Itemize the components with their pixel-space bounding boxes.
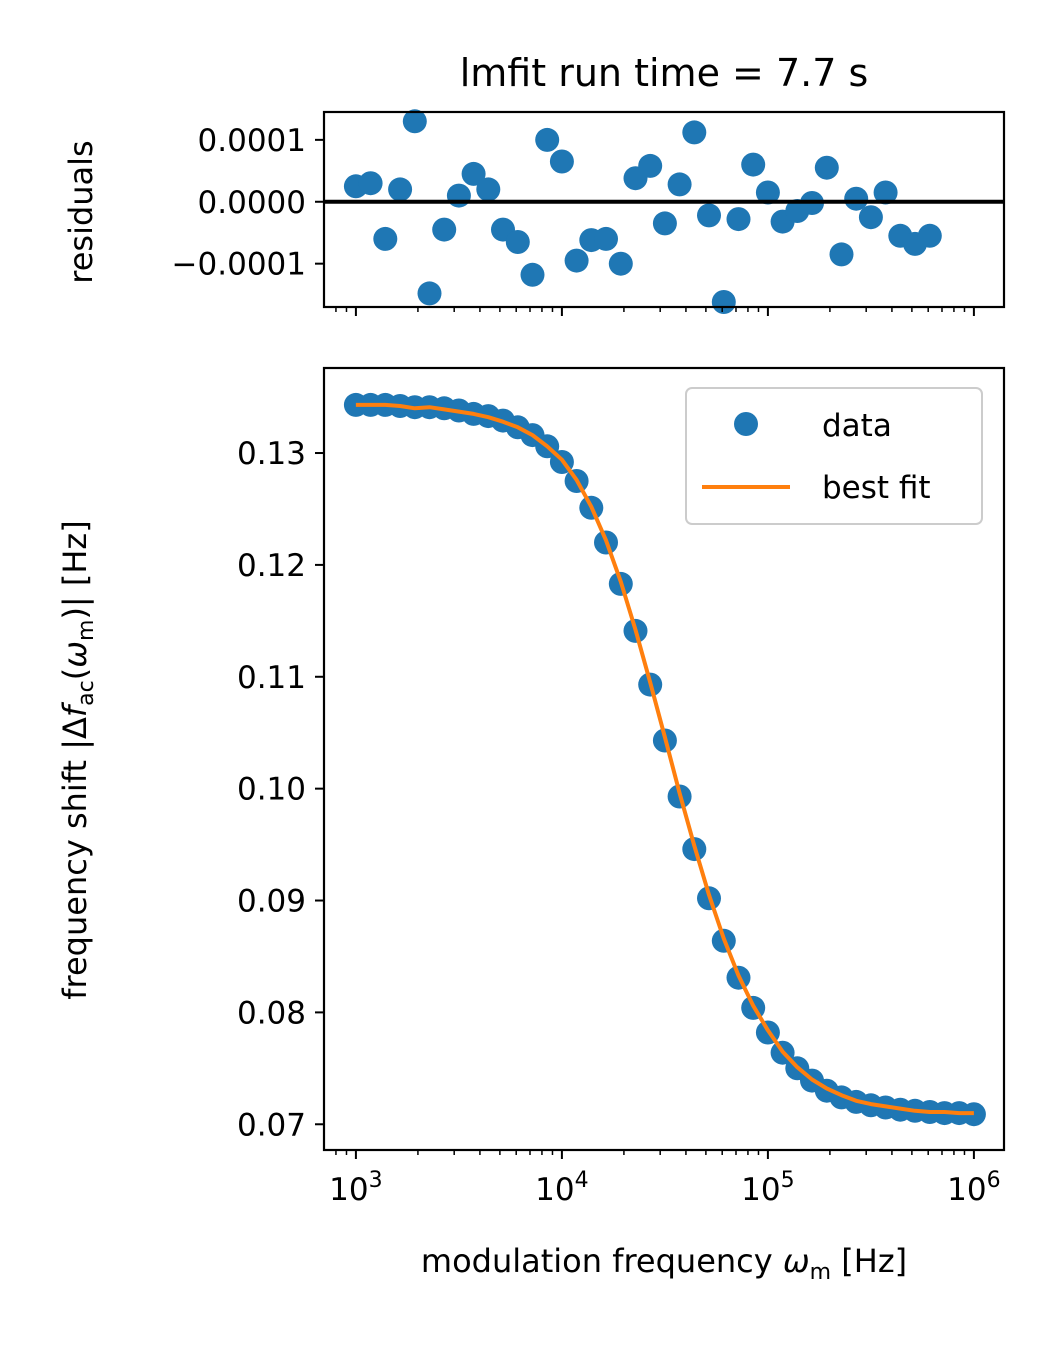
main-y-tick-label: 0.10 — [237, 772, 306, 808]
main-x-tick-label: 105 — [741, 1168, 794, 1208]
residual-point — [446, 183, 471, 208]
residual-point — [373, 226, 398, 251]
main-y-ticks: 0.13 0.12 0.11 0.10 0.09 0.08 0.07 — [237, 436, 324, 1143]
residual-points — [343, 109, 942, 314]
residual-point — [829, 242, 854, 267]
main-y-tick-label: 0.13 — [237, 436, 306, 472]
residual-point — [402, 109, 427, 134]
main-x-tick-label: 103 — [329, 1168, 382, 1208]
residual-point — [638, 153, 663, 178]
residual-point — [358, 171, 383, 196]
main-x-ticks: 103 104 105 106 — [329, 1150, 1001, 1208]
legend-label-best-fit: best fit — [822, 470, 931, 506]
legend-label-data: data — [822, 408, 892, 444]
residuals-panel: lmfit run time = 7.7 s 0.0001 0.0000 −0.00… — [62, 51, 1006, 316]
residual-point — [417, 281, 442, 306]
residual-point — [682, 120, 707, 145]
residuals-axes-frame — [322, 110, 1006, 309]
residuals-y-ticks: 0.0001 0.0000 −0.0001 — [172, 123, 324, 283]
residual-point — [432, 217, 457, 242]
residual-point — [917, 223, 942, 248]
residual-point — [564, 248, 589, 273]
main-y-tick-label: 0.11 — [237, 660, 306, 696]
main-axes-frame — [322, 366, 1006, 1152]
residual-point — [535, 127, 560, 152]
residual-point — [697, 203, 721, 228]
residual-point — [549, 149, 574, 174]
residuals-y-tick-label: 0.0001 — [198, 123, 306, 159]
residual-point — [388, 177, 413, 202]
main-y-tick-label: 0.12 — [237, 548, 306, 584]
residual-point — [476, 177, 501, 202]
residual-point — [667, 172, 692, 197]
residual-point — [741, 152, 766, 177]
residual-point — [608, 251, 633, 276]
main-y-axis-label: frequency shift |Δfac(ωm)| [Hz] — [56, 520, 99, 999]
main-x-tick-label: 104 — [535, 1168, 588, 1208]
residual-point — [520, 262, 545, 287]
main-x-tick-label: 106 — [947, 1168, 1000, 1208]
residual-point — [505, 230, 530, 254]
legend-data-marker — [734, 412, 758, 436]
main-y-tick-label: 0.08 — [237, 995, 306, 1031]
main-x-axis-label: modulation frequency ωm [Hz] — [421, 1242, 907, 1285]
legend-box — [685, 387, 983, 525]
residuals-y-axis-label: residuals — [62, 140, 100, 283]
main-y-tick-label: 0.09 — [237, 884, 306, 920]
residual-point — [873, 180, 898, 205]
residual-point — [844, 186, 869, 211]
residuals-y-tick-label: 0.0000 — [198, 185, 306, 221]
residual-point — [726, 207, 751, 232]
residual-point — [858, 205, 883, 230]
residual-point — [711, 290, 736, 314]
residual-point — [461, 161, 486, 186]
residuals-x-ticks — [335, 307, 975, 316]
residuals-y-tick-label: −0.0001 — [172, 247, 306, 283]
residual-point — [814, 155, 839, 180]
residual-point — [755, 180, 780, 205]
residuals-plot-area — [343, 109, 942, 314]
chart-title: lmfit run time = 7.7 s — [460, 51, 869, 95]
main-plot-area — [343, 392, 986, 1127]
residual-point — [594, 226, 618, 251]
legend: data best fit — [685, 387, 983, 525]
residual-point — [652, 211, 677, 236]
main-y-tick-label: 0.07 — [237, 1107, 306, 1143]
best-fit-line — [355, 402, 974, 1116]
